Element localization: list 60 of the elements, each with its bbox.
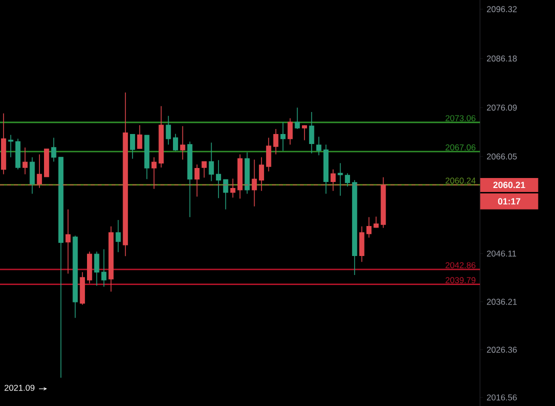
candlestick (130, 134, 136, 160)
candlestick (359, 226, 364, 262)
candlestick (66, 208, 71, 274)
candlestick (374, 216, 379, 228)
candlestick (30, 156, 35, 194)
candlestick (51, 137, 56, 162)
ref-line-label: 2073.06 (446, 115, 476, 122)
annotation: 2021.09 (4, 384, 34, 391)
ref-line-label: 2039.79 (446, 277, 476, 284)
candlestick (352, 180, 358, 276)
candlestick (15, 138, 20, 170)
y-tick-label: 2086.18 (486, 56, 517, 62)
candlestick (216, 160, 222, 199)
candlestick (244, 152, 250, 194)
y-tick-label: 2026.36 (486, 346, 517, 353)
y-tick-label: 2076.09 (486, 104, 517, 111)
candlestick (22, 147, 28, 175)
ref-line-label: 2060.21 (493, 182, 526, 188)
y-tick-label: 2096.32 (486, 6, 517, 12)
candlestick (187, 141, 192, 218)
candlestick (366, 216, 372, 238)
candlestick (323, 144, 329, 194)
candlestick (288, 118, 293, 145)
ref-line-label: 2042.86 (446, 262, 476, 268)
candlestick (223, 179, 228, 210)
candlestick (144, 134, 150, 180)
y-tick-label: 2036.21 (486, 298, 517, 305)
candlestick (208, 142, 214, 182)
y-tick-label: 2016.56 (486, 394, 517, 400)
candlestick (316, 136, 322, 156)
candlestick (202, 161, 207, 178)
text: 01:17 (498, 198, 520, 205)
ref-line-label: 2067.06 (446, 144, 476, 150)
candlestick (80, 272, 85, 306)
candlestick (94, 251, 100, 286)
candlestick (44, 148, 50, 178)
candlestick (87, 251, 92, 284)
candlestick (166, 115, 171, 145)
candlestick (302, 124, 308, 141)
candlestick (8, 134, 14, 158)
candlestick (116, 220, 121, 253)
candlestick (338, 162, 343, 196)
candlestick (1, 113, 6, 175)
candlestick (158, 106, 164, 168)
candlestick (72, 235, 78, 318)
candlestick (280, 122, 286, 152)
candlestick (309, 112, 314, 154)
candlestick (344, 172, 350, 187)
candlestick (137, 124, 142, 149)
y-tick-label: 2046.11 (486, 250, 516, 257)
candlestick (266, 137, 272, 172)
y-tick-label: 2066.05 (486, 154, 517, 160)
candlestick (294, 107, 300, 130)
candlestick (108, 226, 114, 292)
candlestick (180, 126, 186, 160)
candlestick (101, 248, 106, 288)
ref-line-label: 2060.24 (446, 178, 476, 184)
candlestick (273, 128, 278, 155)
candlestick (172, 133, 178, 152)
candlestick (58, 156, 64, 378)
